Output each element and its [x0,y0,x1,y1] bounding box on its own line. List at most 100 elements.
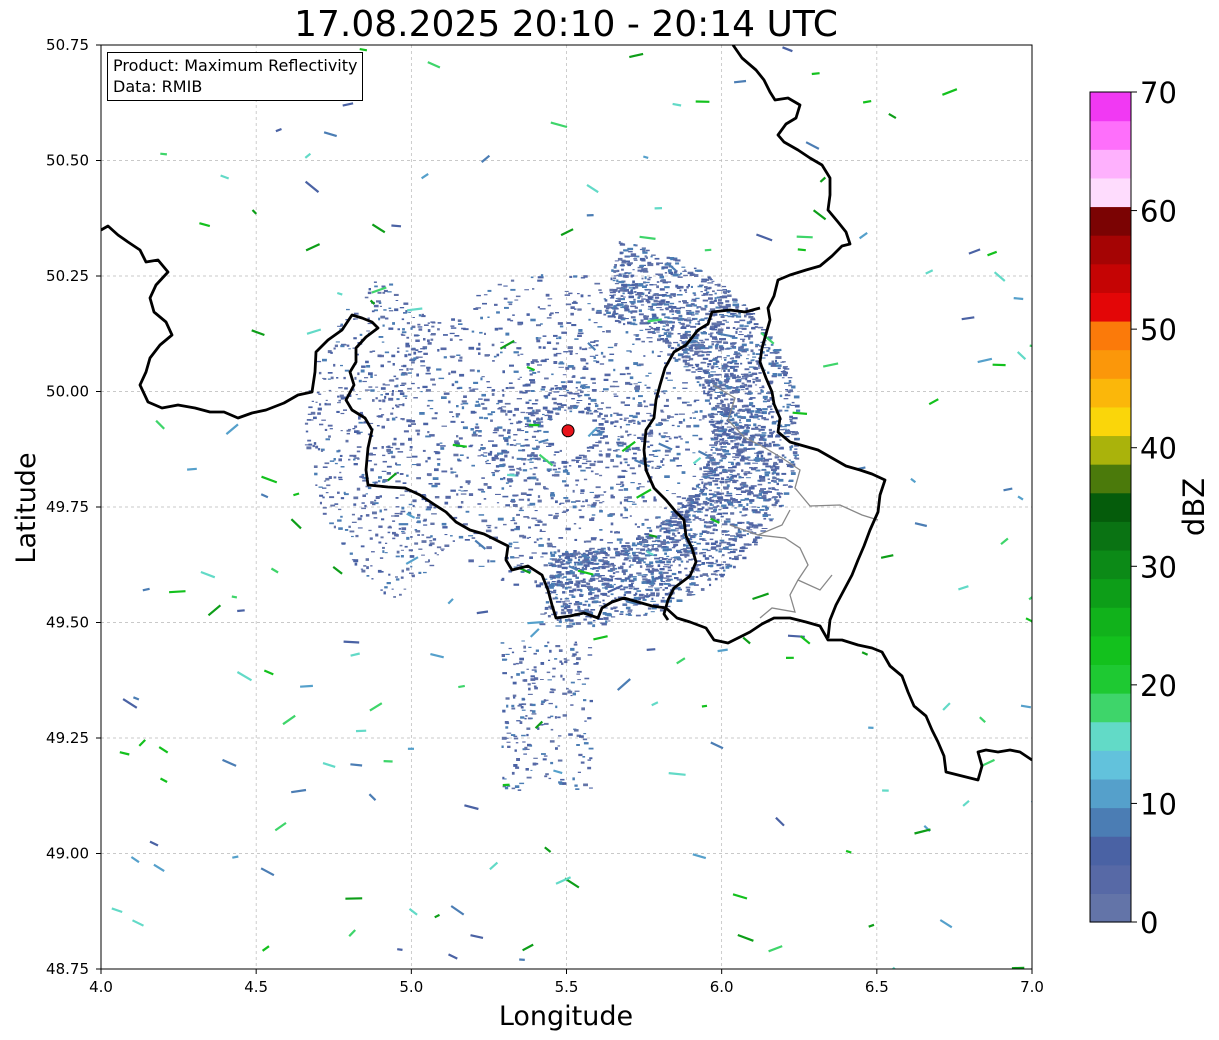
echo-cell [708,297,713,300]
echo-cell [582,455,587,458]
echo-cell [709,327,713,330]
echo-cell [698,503,704,505]
echo-cell [685,355,688,357]
echo-cell [382,480,386,483]
echo-cell [758,428,761,432]
echo-cell [595,404,599,408]
echo-streak [928,398,939,406]
echo-cell [730,342,736,345]
echo-cell [673,436,678,439]
echo-cell [710,371,716,373]
echo-cell [755,353,760,355]
echo-cell [616,552,619,555]
echo-cell [547,298,553,300]
echo-cell [550,312,554,315]
echo-cell [708,310,711,312]
echo-cell [359,333,363,336]
echo-cell [708,333,713,335]
echo-cell [421,540,427,543]
echo-cell [533,422,537,425]
echo-cell [782,366,788,368]
echo-cell [713,383,717,386]
echo-cell [714,540,718,544]
echo-cell [367,317,370,320]
echo-cell [624,591,627,594]
echo-cell [582,552,586,555]
echo-cell [521,640,525,642]
echo-cell [535,439,539,441]
echo-cell [589,590,592,593]
echo-cell [443,392,450,395]
echo-cell [739,385,745,389]
echo-cell [732,505,735,507]
echo-cell [494,470,499,473]
echo-cell [529,461,534,463]
echo-cell [722,285,727,288]
echo-cell [458,437,463,440]
echo-cell [715,447,718,450]
echo-cell [794,444,797,447]
echo-cell [665,529,671,532]
echo-cell [681,348,687,351]
echo-cell [576,657,581,661]
echo-cell [558,564,561,568]
echo-cell [770,343,774,346]
echo-cell [680,535,685,538]
echo-cell [596,553,601,555]
echo-cell [638,598,641,601]
echo-cell [646,544,651,546]
echo-cell [715,378,720,382]
echo-cell [672,533,676,536]
echo-cell [513,522,518,525]
echo-cell [638,283,644,286]
echo-cell [579,346,582,350]
echo-cell [590,398,597,402]
echo-cell [535,399,539,402]
echo-cell [713,491,720,493]
echo-cell [723,383,727,386]
echo-cell [727,443,731,445]
echo-cell [425,508,431,511]
echo-cell [613,305,617,308]
echo-cell [710,437,713,439]
echo-cell [431,325,435,328]
echo-cell [529,709,533,712]
echo-streak [710,517,720,524]
echo-cell [409,446,413,449]
echo-cell [731,422,736,425]
echo-cell [580,505,585,507]
echo-cell [496,502,500,504]
echo-cell [579,735,584,738]
echo-cell [690,300,696,302]
echo-cell [704,502,710,505]
echo-cell [594,557,598,560]
echo-cell [533,757,538,759]
echo-cell [697,508,704,511]
echo-cell [518,498,525,501]
echo-cell [382,383,386,386]
echo-streak [470,934,484,939]
echo-cell [515,471,520,475]
echo-cell [581,387,586,389]
echo-cell [664,475,670,478]
echo-cell [741,514,746,517]
echo-cell [694,345,700,349]
echo-cell [571,376,575,378]
echo-cell [728,421,730,424]
echo-cell [473,308,479,310]
echo-cell [564,618,569,622]
echo-streak [251,209,258,215]
echo-cell [692,475,697,477]
echo-cell [789,447,792,451]
echo-streak [348,929,356,937]
echo-cell [559,782,564,785]
echo-cell [740,378,747,380]
echo-cell [694,317,698,320]
echo-cell [758,412,764,414]
echo-cell [362,494,366,497]
echo-cell [624,304,628,306]
echo-streak [733,79,747,84]
echo-cell [598,423,604,426]
echo-cell [705,497,708,500]
echo-cell [761,468,767,471]
